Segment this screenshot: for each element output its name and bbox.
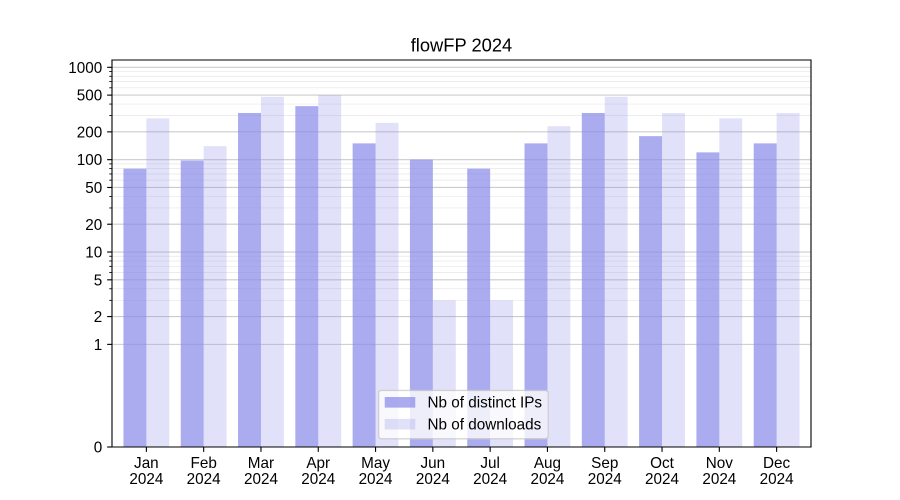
svg-text:0: 0 [94, 440, 103, 457]
svg-text:Oct: Oct [650, 455, 675, 472]
svg-text:2024: 2024 [244, 471, 278, 488]
svg-text:5: 5 [94, 272, 103, 289]
svg-text:Nov: Nov [706, 455, 734, 472]
svg-text:500: 500 [77, 88, 102, 105]
svg-text:Aug: Aug [534, 455, 561, 472]
svg-text:20: 20 [85, 217, 102, 234]
svg-text:Apr: Apr [306, 455, 330, 472]
svg-text:2024: 2024 [301, 471, 335, 488]
svg-text:2024: 2024 [416, 471, 450, 488]
svg-text:May: May [361, 455, 390, 472]
svg-text:2024: 2024 [530, 471, 564, 488]
svg-text:2024: 2024 [702, 471, 736, 488]
svg-text:2024: 2024 [645, 471, 679, 488]
svg-text:Jan: Jan [134, 455, 159, 472]
svg-text:2024: 2024 [588, 471, 622, 488]
svg-text:1000: 1000 [68, 60, 102, 77]
svg-text:100: 100 [77, 152, 102, 169]
svg-text:2024: 2024 [760, 471, 794, 488]
svg-text:Jul: Jul [480, 455, 500, 472]
svg-text:flowFP 2024: flowFP 2024 [411, 35, 513, 56]
svg-text:Mar: Mar [248, 455, 274, 472]
svg-text:1: 1 [94, 337, 103, 354]
svg-text:50: 50 [85, 180, 102, 197]
svg-text:200: 200 [77, 124, 102, 141]
svg-text:2024: 2024 [359, 471, 393, 488]
svg-text:2024: 2024 [187, 471, 221, 488]
svg-text:Dec: Dec [763, 455, 791, 472]
svg-text:2024: 2024 [473, 471, 507, 488]
svg-text:2: 2 [94, 309, 103, 326]
svg-text:10: 10 [85, 245, 102, 262]
svg-text:Jun: Jun [421, 455, 446, 472]
svg-text:2024: 2024 [129, 471, 163, 488]
svg-text:Sep: Sep [591, 455, 618, 472]
svg-text:Nb of downloads: Nb of downloads [428, 417, 542, 434]
svg-text:Nb of distinct IPs: Nb of distinct IPs [428, 395, 543, 412]
svg-text:Feb: Feb [191, 455, 217, 472]
